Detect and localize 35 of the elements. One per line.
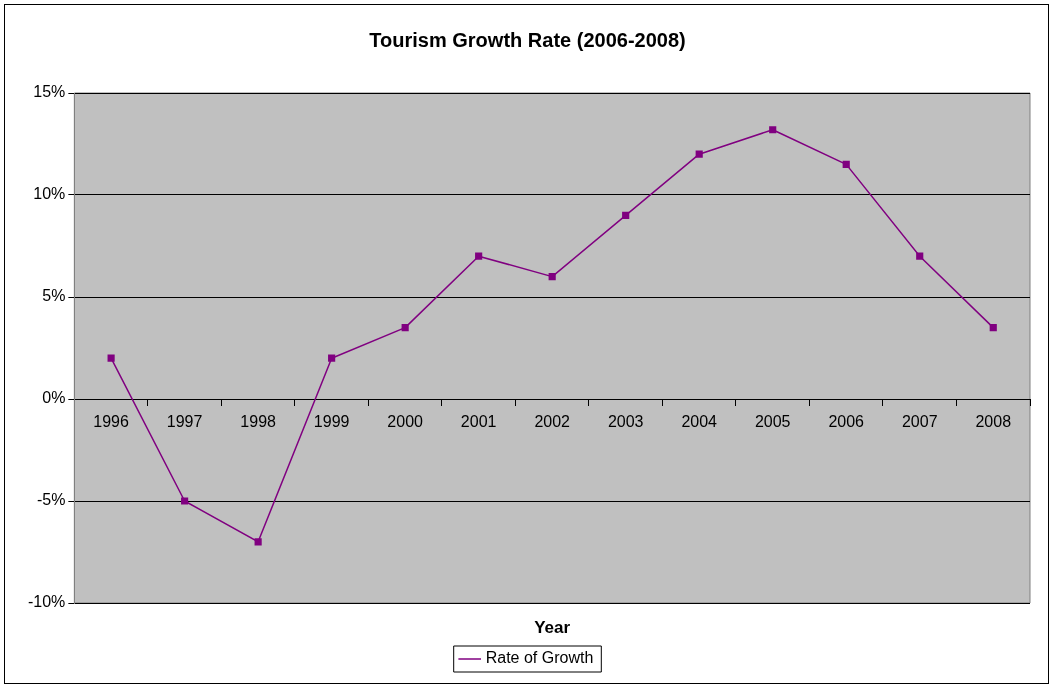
x-tick-label: 2003: [607, 413, 644, 431]
x-tick-label: 2008: [975, 413, 1012, 431]
x-tick-label: 1999: [313, 413, 350, 431]
x-tick-label: 2004: [681, 413, 718, 431]
y-tick-label: 0%: [42, 389, 66, 407]
point: [328, 354, 336, 362]
point: [181, 497, 189, 505]
point: [989, 324, 997, 332]
x-tick-label: 1998: [240, 413, 277, 431]
x-tick-label: 2000: [387, 413, 424, 431]
y-tick-label: -5%: [36, 491, 66, 509]
point: [916, 252, 924, 260]
x-tick-label: 2007: [901, 413, 938, 431]
x-axis-title: Year: [534, 617, 571, 637]
point: [548, 273, 556, 281]
y-tick-label: 5%: [42, 287, 66, 305]
y-tick-label: 15%: [33, 83, 66, 101]
x-tick-label: 2005: [754, 413, 791, 431]
y-tick-label: 10%: [33, 185, 66, 203]
x-tick-label: 2001: [460, 413, 497, 431]
x-tick-label: 1996: [93, 413, 130, 431]
point: [254, 538, 262, 546]
chart-title: Tourism Growth Rate (2006-2008): [369, 28, 686, 51]
point: [401, 324, 409, 332]
x-tick-label: 1997: [166, 413, 203, 431]
point: [769, 126, 777, 134]
point: [475, 252, 483, 260]
x-tick-label: 2002: [534, 413, 571, 431]
point: [695, 150, 703, 158]
point: [107, 354, 115, 362]
point: [622, 211, 630, 219]
x-tick-label: 2006: [828, 413, 865, 431]
legend-label: Rate of Growth: [485, 649, 594, 667]
y-tick-label: -10%: [27, 593, 66, 611]
point: [842, 160, 850, 168]
